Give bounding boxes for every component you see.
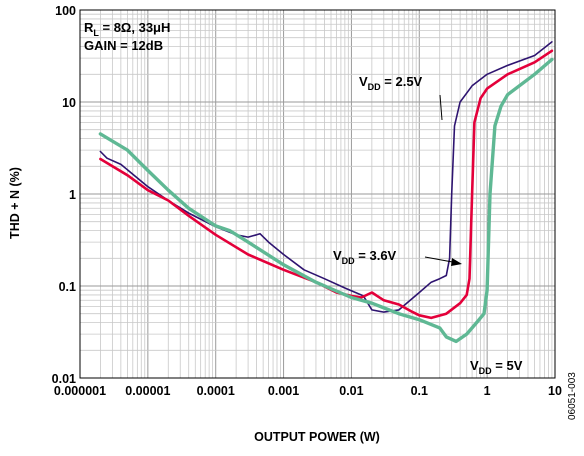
x-tick-label: 1 (484, 384, 491, 398)
figure-id: 06051-003 (567, 372, 578, 420)
x-tick-labels: 0.000001 0.00001 0.0001 0.001 0.01 0.1 1 10 (54, 384, 562, 398)
y-tick-label: 100 (55, 4, 76, 18)
series-label-vdd-5v: VDD = 5V (470, 358, 523, 376)
y-axis-title: THD + N (%) (8, 167, 22, 239)
x-tick-label: 10 (548, 384, 562, 398)
series-line-vdd-5v (98, 57, 554, 344)
series-layer (98, 41, 554, 344)
y-tick-label: 0.1 (59, 280, 76, 294)
x-tick-label: 0.000001 (54, 384, 106, 398)
grid (79, 10, 555, 379)
series-line-vdd-3-6v (99, 49, 554, 320)
series-label-vdd-2-5v-leader (439, 94, 443, 121)
condition-gain-label: GAIN = 12dB (84, 38, 163, 53)
x-tick-label: 0.00001 (125, 384, 170, 398)
series-label-vdd-2-5v: VDD = 2.5V (359, 74, 423, 92)
arrow-head-icon (451, 258, 462, 266)
series-label-vdd-3-6v: VDD = 3.6V (333, 248, 397, 266)
x-tick-label: 0.0001 (197, 384, 235, 398)
condition-load-label: RL = 8Ω, 33μH (84, 20, 170, 38)
y-tick-label: 10 (62, 96, 76, 110)
y-tick-labels: 0.01 0.1 1 10 100 (52, 4, 76, 386)
plot-frame (79, 9, 556, 379)
y-tick-label: 0.01 (52, 372, 76, 386)
x-axis-title: OUTPUT POWER (W) (254, 430, 380, 444)
y-tick-label: 1 (69, 188, 76, 202)
x-tick-label: 0.001 (268, 384, 299, 398)
x-tick-label: 0.1 (411, 384, 428, 398)
x-tick-label: 0.01 (339, 384, 363, 398)
